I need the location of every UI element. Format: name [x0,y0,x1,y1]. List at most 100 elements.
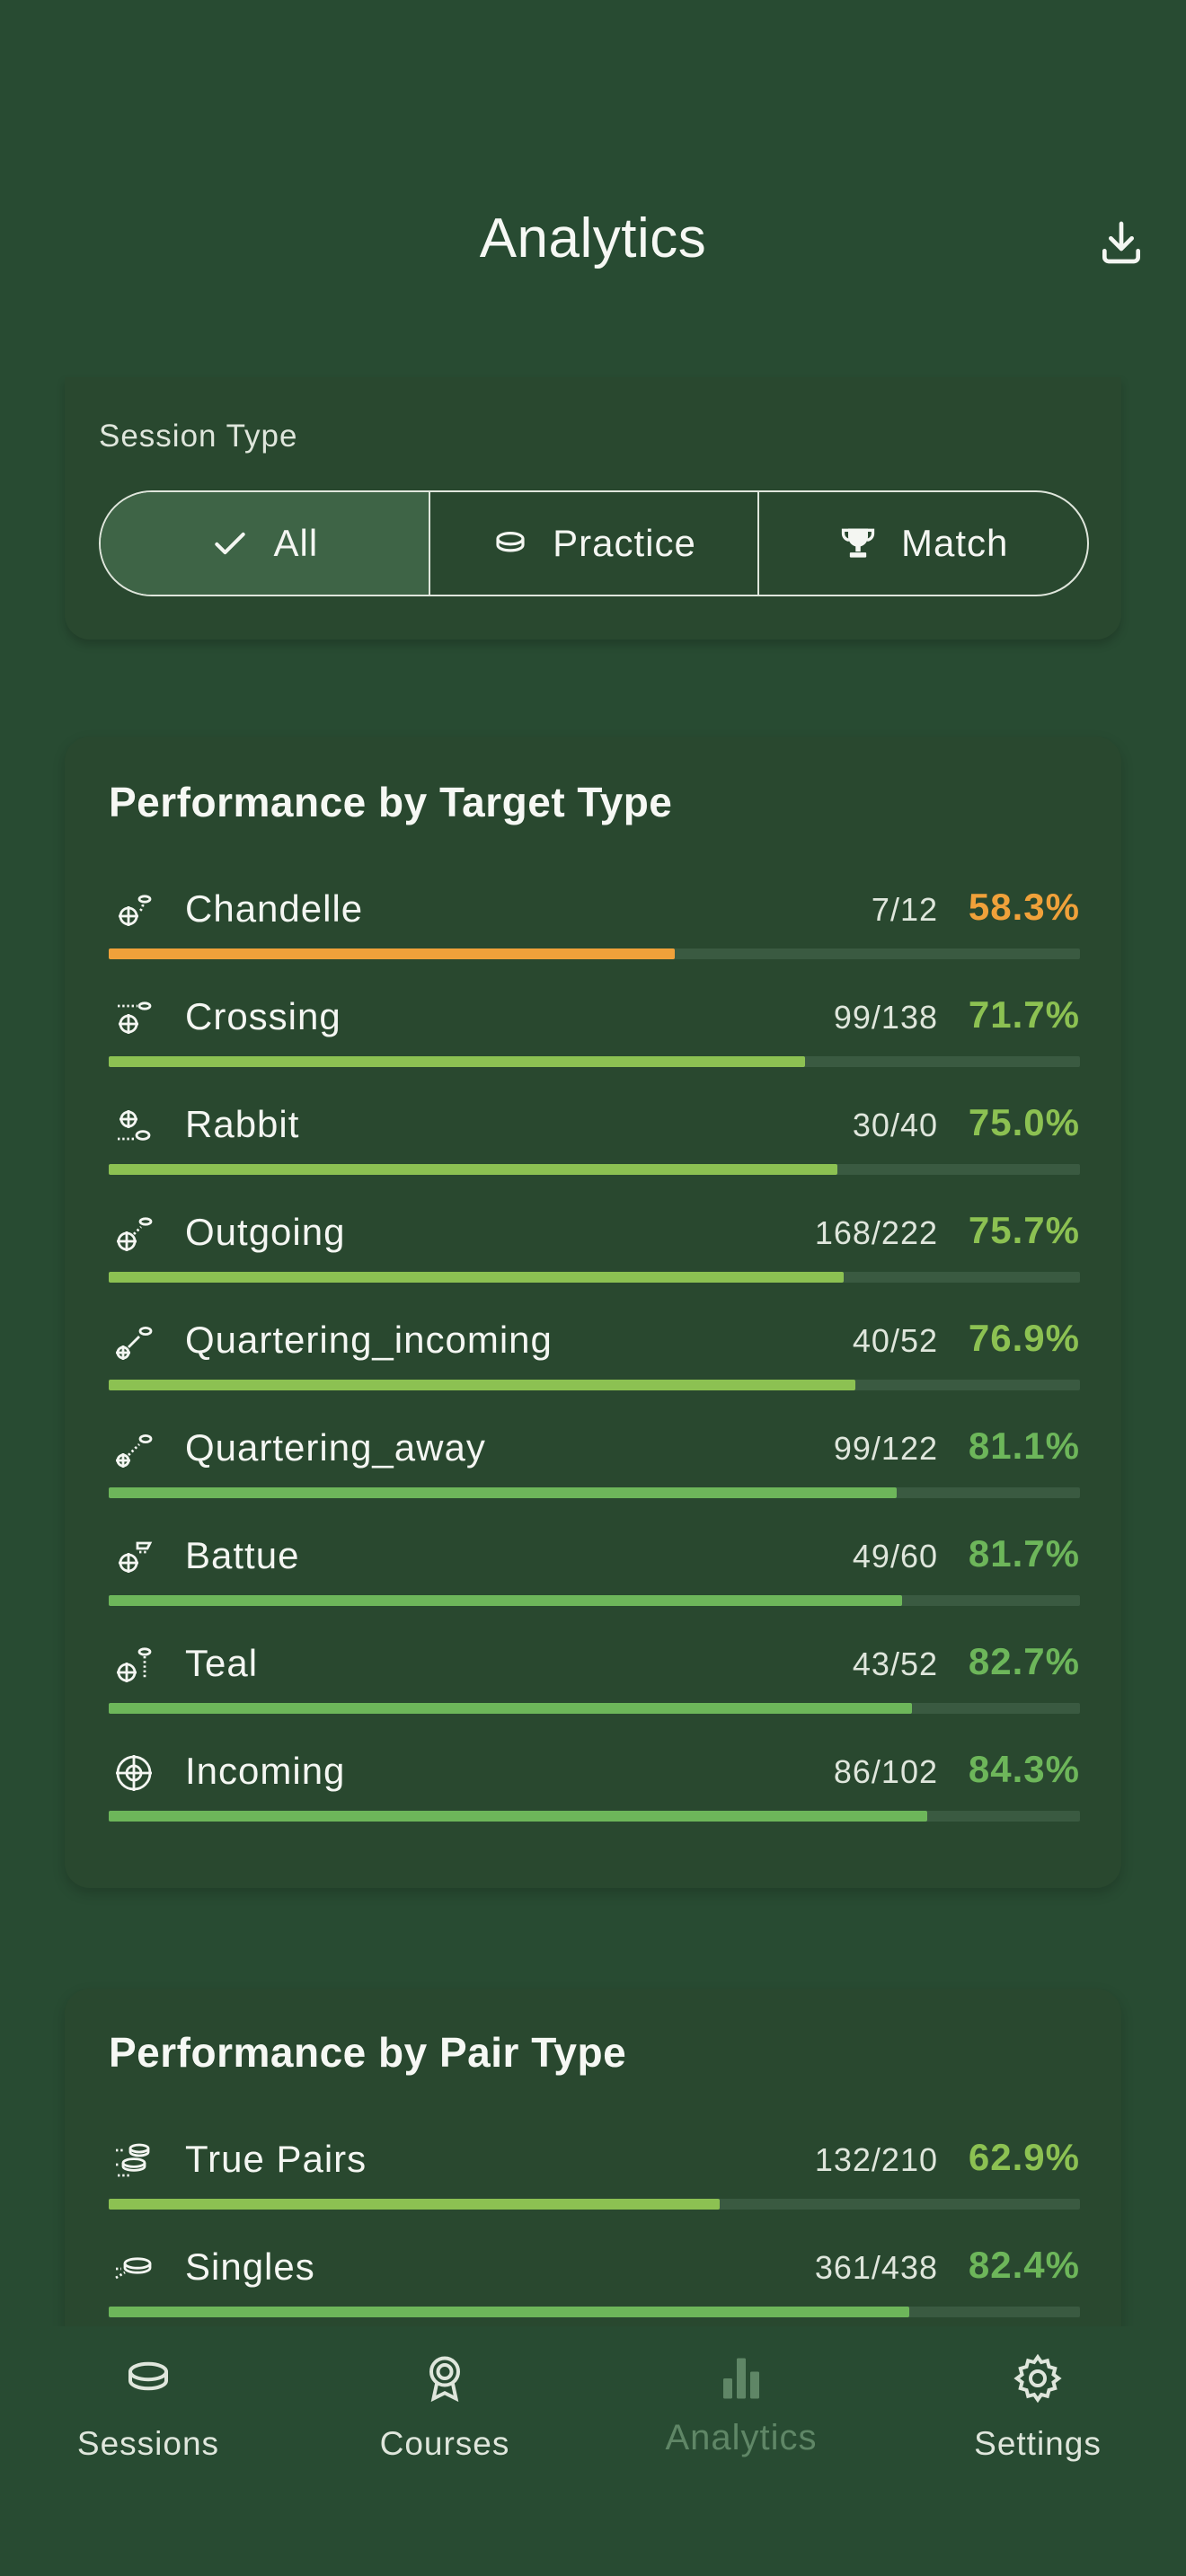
pair-percent: 82.4% [968,2244,1080,2286]
single-target-icon [115,2257,152,2280]
download-icon [1102,221,1140,264]
target-name: Incoming [185,1750,346,1792]
target-fraction: 86/102 [833,1753,938,1790]
rabbit-target-icon [118,1110,151,1141]
target-fraction: 43/52 [852,1645,938,1682]
award-icon [429,2356,460,2403]
bottom-navigation: Sessions Courses Analytics Settings [0,2326,1186,2576]
target-row: Rabbit 30/40 75.0% [109,1096,1080,1186]
progress-fill [109,1487,897,1498]
target-name: Rabbit [185,1103,300,1145]
crossing-target-icon [118,1001,152,1034]
nav-courses-label: Courses [379,2425,510,2462]
target-row: Quartering_away 99/122 81.1% [109,1419,1080,1509]
segment-match-label: Match [900,522,1009,564]
target-row: Outgoing 168/222 75.7% [109,1204,1080,1293]
export-button[interactable] [1087,208,1155,277]
pair-row: Singles 361/438 82.4% [109,2238,1080,2328]
target-name: Battue [185,1534,300,1576]
target-row: Teal 43/52 82.7% [109,1635,1080,1725]
target-performance-title: Performance by Target Type [109,779,673,825]
progress-fill [109,1272,845,1283]
progress-fill [109,948,676,959]
progress-fill [109,1380,856,1390]
nav-settings-label: Settings [974,2425,1102,2462]
progress-track [109,1811,1080,1822]
nav-analytics[interactable]: Analytics [629,2351,854,2458]
clay-target-icon [496,532,525,552]
quartering-away-target-icon [116,1434,153,1468]
nav-sessions-label: Sessions [76,2425,220,2462]
target-performance-card: Performance by Target Type Chandelle 7/1… [65,737,1121,1888]
segment-all[interactable]: All [101,492,429,595]
target-name: Quartering_away [185,1426,486,1469]
nav-analytics-label: Analytics [665,2418,818,2457]
target-name: Crossing [185,995,341,1037]
pair-name: True Pairs [185,2138,367,2180]
segment-practice-label: Practice [553,522,696,564]
target-percent: 58.3% [968,886,1080,928]
target-percent: 71.7% [968,993,1080,1036]
target-fraction: 168/222 [814,1214,938,1251]
nav-sessions[interactable]: Sessions [36,2351,261,2463]
target-name: Chandelle [185,887,364,930]
progress-fill [109,1595,903,1606]
target-name: Quartering_incoming [185,1319,553,1361]
progress-track [109,1056,1080,1067]
bar-chart-icon [723,2358,759,2399]
trophy-icon [841,528,875,558]
progress-track [109,1595,1080,1606]
progress-track [109,2307,1080,2317]
progress-track [109,1380,1080,1390]
target-percent: 81.1% [968,1425,1080,1467]
quartering-incoming-target-icon [116,1326,153,1360]
pair-name: Singles [185,2245,315,2288]
target-percent: 75.0% [968,1101,1080,1143]
target-row: Chandelle 7/12 58.3% [109,880,1080,970]
pair-row: True Pairs 132/210 62.9% [109,2130,1080,2220]
true-pairs-icon [116,2143,150,2177]
battue-target-icon [119,1541,153,1573]
target-fraction: 49/60 [852,1538,938,1575]
nav-courses[interactable]: Courses [332,2351,557,2463]
teal-target-icon [117,1647,152,1682]
incoming-target-icon [116,1755,152,1791]
outgoing-target-icon [117,1217,153,1251]
progress-fill [109,1811,928,1822]
progress-fill [109,2307,909,2317]
target-fraction: 99/122 [833,1430,938,1467]
progress-track [109,2199,1080,2210]
target-percent: 81.7% [968,1532,1080,1575]
progress-track [109,948,1080,959]
session-type-label: Session Type [99,419,298,454]
nav-settings[interactable]: Settings [925,2351,1150,2463]
pair-performance-title: Performance by Pair Type [109,2029,627,2076]
target-fraction: 40/52 [852,1322,938,1359]
progress-track [109,1487,1080,1498]
target-name: Teal [185,1642,259,1684]
target-percent: 75.7% [968,1209,1080,1251]
gear-icon [1013,2353,1062,2404]
target-row: Incoming 86/102 84.3% [109,1742,1080,1832]
target-row: Battue 49/60 81.7% [109,1527,1080,1617]
progress-fill [109,1703,912,1714]
progress-fill [109,2199,720,2210]
target-name: Outgoing [185,1211,346,1253]
target-row: Quartering_incoming 40/52 76.9% [109,1311,1080,1401]
pair-fraction: 132/210 [814,2141,938,2178]
progress-fill [109,1056,806,1067]
target-fraction: 99/138 [833,999,938,1036]
segment-practice[interactable]: Practice [428,492,758,595]
target-percent: 76.9% [968,1317,1080,1359]
target-fraction: 7/12 [871,891,938,928]
segment-match[interactable]: Match [757,492,1087,595]
progress-track [109,1272,1080,1283]
target-percent: 82.7% [968,1640,1080,1682]
pair-fraction: 361/438 [814,2249,938,2286]
progress-track [109,1164,1080,1175]
segment-all-label: All [273,522,319,564]
target-percent: 84.3% [968,1748,1080,1790]
target-fraction: 30/40 [852,1107,938,1143]
page-title: Analytics [479,207,707,269]
progress-track [109,1703,1080,1714]
